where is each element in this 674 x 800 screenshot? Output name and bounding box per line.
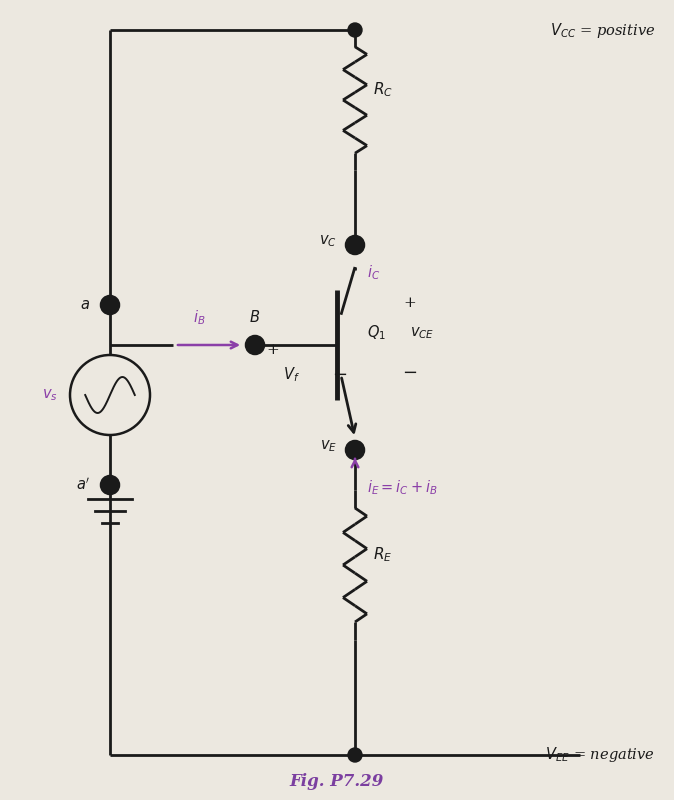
Text: $v_E$: $v_E$ [320,438,337,454]
Circle shape [346,236,364,254]
Circle shape [101,476,119,494]
Text: +: + [267,343,280,357]
Text: $v_C$: $v_C$ [319,233,337,249]
Text: $a$: $a$ [80,298,90,312]
Text: Fig. P7.29: Fig. P7.29 [290,773,384,790]
Circle shape [101,296,119,314]
Circle shape [348,23,362,37]
Text: $i_E = i_C + i_B$: $i_E = i_C + i_B$ [367,478,438,498]
Text: $a'$: $a'$ [75,477,90,494]
Text: $i_B$: $i_B$ [193,308,206,327]
Text: $B$: $B$ [249,309,261,325]
Text: $i_C$: $i_C$ [367,264,380,282]
Text: $v_{CE}$: $v_{CE}$ [410,325,434,341]
Text: +: + [404,296,417,310]
Text: $V_f$: $V_f$ [283,366,300,384]
Circle shape [348,748,362,762]
Text: $V_{EE}$ = negative: $V_{EE}$ = negative [545,746,655,765]
Circle shape [346,441,364,459]
Circle shape [246,336,264,354]
Text: −: − [402,364,418,382]
Text: −: − [332,366,348,384]
Text: $v_s$: $v_s$ [42,387,58,403]
Text: $R_C$: $R_C$ [373,81,393,99]
Text: $V_{CC}$ = positive: $V_{CC}$ = positive [549,21,655,39]
Text: $R_E$: $R_E$ [373,546,392,564]
Text: $Q_1$: $Q_1$ [367,324,386,342]
